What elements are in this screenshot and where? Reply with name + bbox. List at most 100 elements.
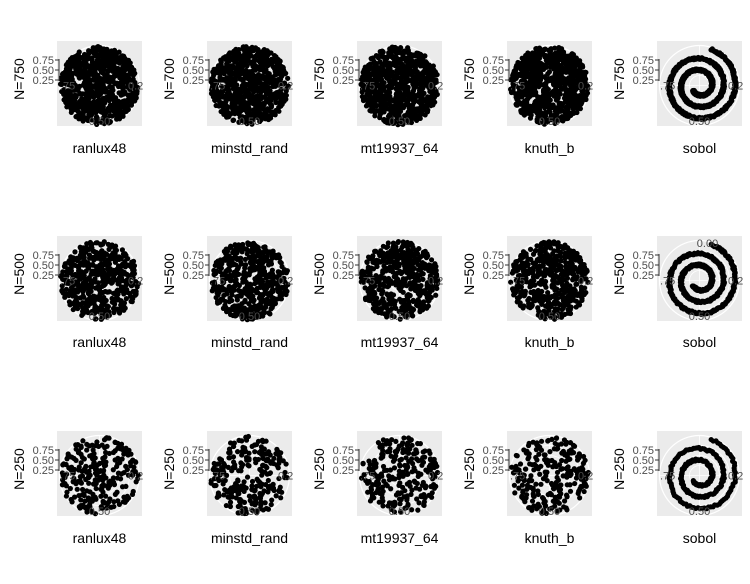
data-point <box>65 79 71 86</box>
data-point <box>67 259 73 265</box>
data-point <box>59 81 65 87</box>
data-point <box>86 104 92 110</box>
generator-label: mt19937_64 <box>361 140 439 156</box>
data-point <box>558 70 564 76</box>
data-point <box>431 86 437 92</box>
data-point <box>426 100 432 106</box>
data-point <box>569 97 576 104</box>
data-point <box>223 299 229 305</box>
data-point <box>250 240 257 246</box>
data-point <box>101 78 107 85</box>
data-point <box>572 55 578 62</box>
data-point <box>224 291 230 297</box>
data-point <box>101 239 107 245</box>
data-point <box>411 85 417 91</box>
data-point <box>365 66 371 73</box>
data-point <box>120 73 127 79</box>
data-point <box>394 106 400 112</box>
data-point <box>267 89 273 95</box>
theta-tick-right: 0.2 <box>428 81 443 93</box>
data-point <box>228 255 234 261</box>
data-point <box>690 88 696 94</box>
data-point <box>80 105 86 111</box>
data-point <box>370 102 376 109</box>
data-point <box>247 259 253 266</box>
theta-tick-right: 0.2 <box>278 81 293 93</box>
radial-tick-label: 0.50 <box>33 65 54 77</box>
data-point <box>242 297 248 303</box>
data-point <box>241 305 248 311</box>
data-point <box>83 249 89 255</box>
data-point <box>262 309 268 316</box>
radial-tick-label: 0.25 <box>33 75 54 87</box>
data-point <box>219 70 226 76</box>
data-point <box>233 277 239 283</box>
data-point <box>519 55 525 61</box>
data-point <box>247 93 253 99</box>
data-point <box>422 112 428 118</box>
data-point <box>257 293 263 300</box>
data-point <box>258 104 264 110</box>
data-point <box>225 83 231 89</box>
data-point <box>421 90 427 96</box>
data-point <box>64 104 70 110</box>
row-label: N=500 <box>11 253 27 295</box>
data-point <box>533 46 539 52</box>
data-point <box>405 65 412 71</box>
data-point <box>242 92 248 98</box>
data-point <box>275 82 281 88</box>
data-point <box>210 94 216 100</box>
data-point <box>88 271 94 277</box>
data-point <box>60 289 66 295</box>
data-point <box>370 107 376 113</box>
data-point <box>70 306 76 313</box>
data-point <box>232 90 238 97</box>
data-point <box>257 67 263 73</box>
data-point <box>69 56 75 62</box>
data-point <box>241 99 247 105</box>
data-point <box>256 85 262 91</box>
data-point <box>242 276 248 282</box>
data-point <box>559 86 565 92</box>
data-point <box>104 49 111 55</box>
data-point <box>122 289 128 295</box>
data-point <box>236 46 242 53</box>
data-point <box>358 81 364 87</box>
data-point <box>429 69 435 75</box>
data-point <box>422 53 428 59</box>
data-point <box>264 78 271 84</box>
data-point <box>113 59 119 65</box>
data-point <box>251 65 258 72</box>
data-point <box>112 111 118 117</box>
theta-tick-bottom: 0.50 <box>389 116 410 128</box>
data-point <box>360 96 367 102</box>
data-point <box>373 94 379 100</box>
data-point <box>416 99 422 105</box>
data-point <box>278 260 284 266</box>
data-point <box>262 256 269 263</box>
data-point <box>70 80 77 86</box>
data-point <box>398 60 404 66</box>
data-point <box>266 114 272 121</box>
data-point <box>121 98 128 104</box>
data-point <box>394 83 400 89</box>
data-point <box>80 101 86 107</box>
data-point <box>532 58 539 64</box>
data-point <box>281 80 288 86</box>
data-point <box>239 114 245 120</box>
data-point <box>101 46 107 52</box>
theta-tick-left: .75 <box>210 276 225 288</box>
row-label: N=750 <box>311 58 327 100</box>
data-point <box>107 119 113 125</box>
data-point <box>114 80 120 86</box>
data-point <box>112 259 118 265</box>
data-point <box>550 88 556 94</box>
data-point <box>227 50 233 56</box>
data-point <box>256 53 263 59</box>
data-point <box>86 76 92 82</box>
data-point <box>90 262 96 268</box>
data-point <box>560 59 567 65</box>
